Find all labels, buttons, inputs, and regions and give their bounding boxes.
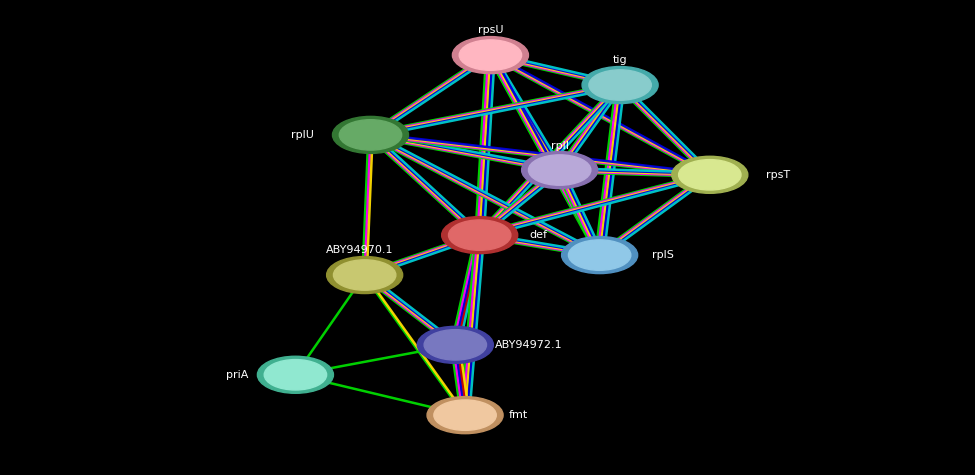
Circle shape (672, 156, 748, 193)
Circle shape (427, 397, 503, 434)
Circle shape (264, 360, 327, 390)
Text: tig: tig (613, 55, 628, 66)
Circle shape (522, 152, 598, 189)
Circle shape (452, 37, 528, 74)
Circle shape (339, 120, 402, 150)
Text: ABY94972.1: ABY94972.1 (494, 340, 563, 350)
Text: priA: priA (226, 370, 248, 380)
Circle shape (568, 240, 631, 270)
Text: ABY94970.1: ABY94970.1 (326, 245, 394, 256)
Circle shape (327, 256, 403, 294)
Text: def: def (529, 230, 547, 240)
Circle shape (257, 356, 333, 393)
Circle shape (448, 220, 511, 250)
Circle shape (442, 217, 518, 254)
Text: fmt: fmt (509, 410, 528, 420)
Circle shape (582, 66, 658, 104)
Circle shape (424, 330, 487, 360)
Text: rplI: rplI (551, 141, 568, 152)
Text: rpsT: rpsT (766, 170, 790, 180)
Circle shape (562, 237, 638, 274)
Circle shape (459, 40, 522, 70)
Text: rpsU: rpsU (478, 25, 503, 36)
Text: rplS: rplS (652, 250, 674, 260)
Circle shape (528, 155, 591, 185)
Text: rplU: rplU (291, 130, 314, 140)
Circle shape (333, 260, 396, 290)
Circle shape (417, 326, 493, 363)
Circle shape (332, 116, 409, 153)
Circle shape (434, 400, 496, 430)
Circle shape (589, 70, 651, 100)
Circle shape (679, 160, 741, 190)
